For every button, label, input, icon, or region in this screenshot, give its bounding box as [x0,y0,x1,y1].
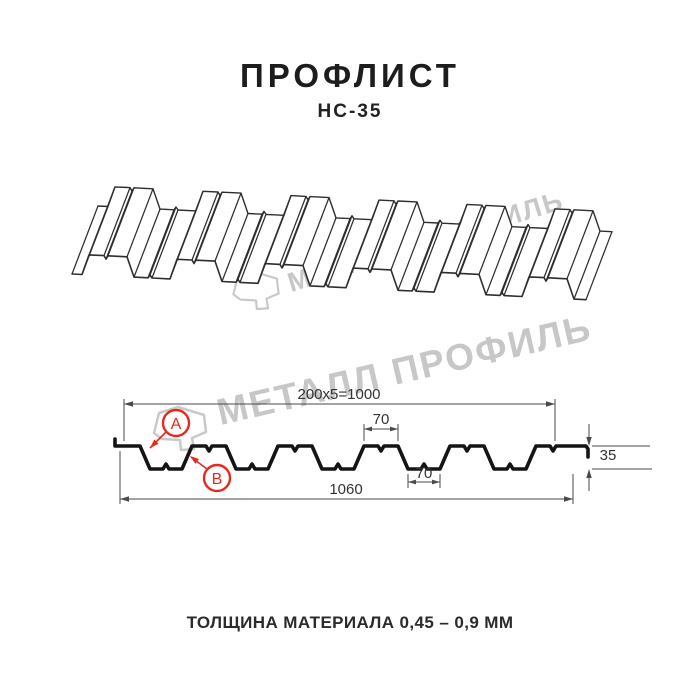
thickness-note: ТОЛЩИНА МАТЕРИАЛА 0,45 – 0,9 ММ [186,613,514,632]
svg-text:35: 35 [600,447,617,464]
svg-text:B: B [212,471,223,488]
metall-profil-logo-icon [152,405,208,452]
svg-text:70: 70 [416,465,433,482]
page-title: ПРОФЛИСТ [240,57,460,94]
dimension-annotations: 200x5=1000 70 70 35 1060 [119,386,652,504]
svg-text:200x5=1000: 200x5=1000 [298,386,381,403]
svg-text:A: A [171,416,182,433]
svg-text:1060: 1060 [329,481,362,498]
cross-section-profile [113,437,590,471]
callout-markers: AB [149,408,232,493]
sheet-3d-drawing [71,186,613,301]
svg-text:70: 70 [373,411,390,428]
page-subtitle: НС-35 [317,101,383,122]
